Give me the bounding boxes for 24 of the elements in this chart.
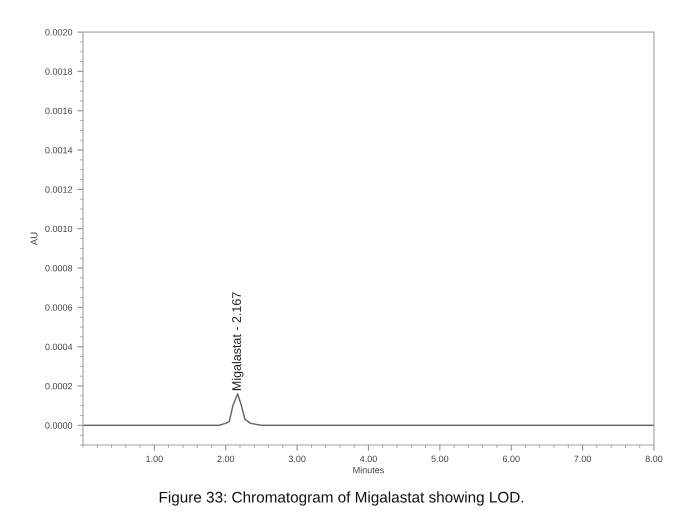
y-tick-label: 0.0014 [45, 147, 72, 154]
x-tick-label: 1.00 [146, 456, 163, 462]
y-tick-label: 0.0016 [45, 108, 72, 114]
y-tick-label: 0.0000 [45, 422, 72, 429]
y-tick-label: 0.0008 [45, 265, 72, 272]
x-tick-label: 5.00 [431, 456, 448, 462]
line-series [82, 393, 654, 426]
x-tick-label: 2.00 [217, 456, 234, 462]
y-tick-label: 0.0010 [45, 226, 72, 232]
y-tick-label: 0.0004 [45, 344, 72, 350]
x-tick-label: 8.00 [646, 456, 662, 462]
y-tick-label: 0.0020 [45, 29, 72, 36]
y-tick-label: 0.0018 [45, 68, 72, 75]
x-tick-label: 6.00 [502, 456, 520, 462]
x-axis-title: Minutes [353, 466, 384, 474]
x-tick-label: 4.00 [360, 456, 377, 462]
y-tick-label: 0.0006 [45, 304, 72, 311]
x-tick-label: 3.00 [288, 456, 306, 462]
y-tick-label: 0.0002 [45, 382, 72, 390]
x-tick-label: 7.00 [574, 456, 592, 462]
annotation: Migalastat - 2.167 [232, 292, 244, 390]
y-tick-label: 0.0012 [45, 186, 72, 193]
y-axis-title: AU [30, 232, 38, 246]
caption: Figure 33: Chromatogram of Migalastat showing LOD. [160, 491, 524, 506]
